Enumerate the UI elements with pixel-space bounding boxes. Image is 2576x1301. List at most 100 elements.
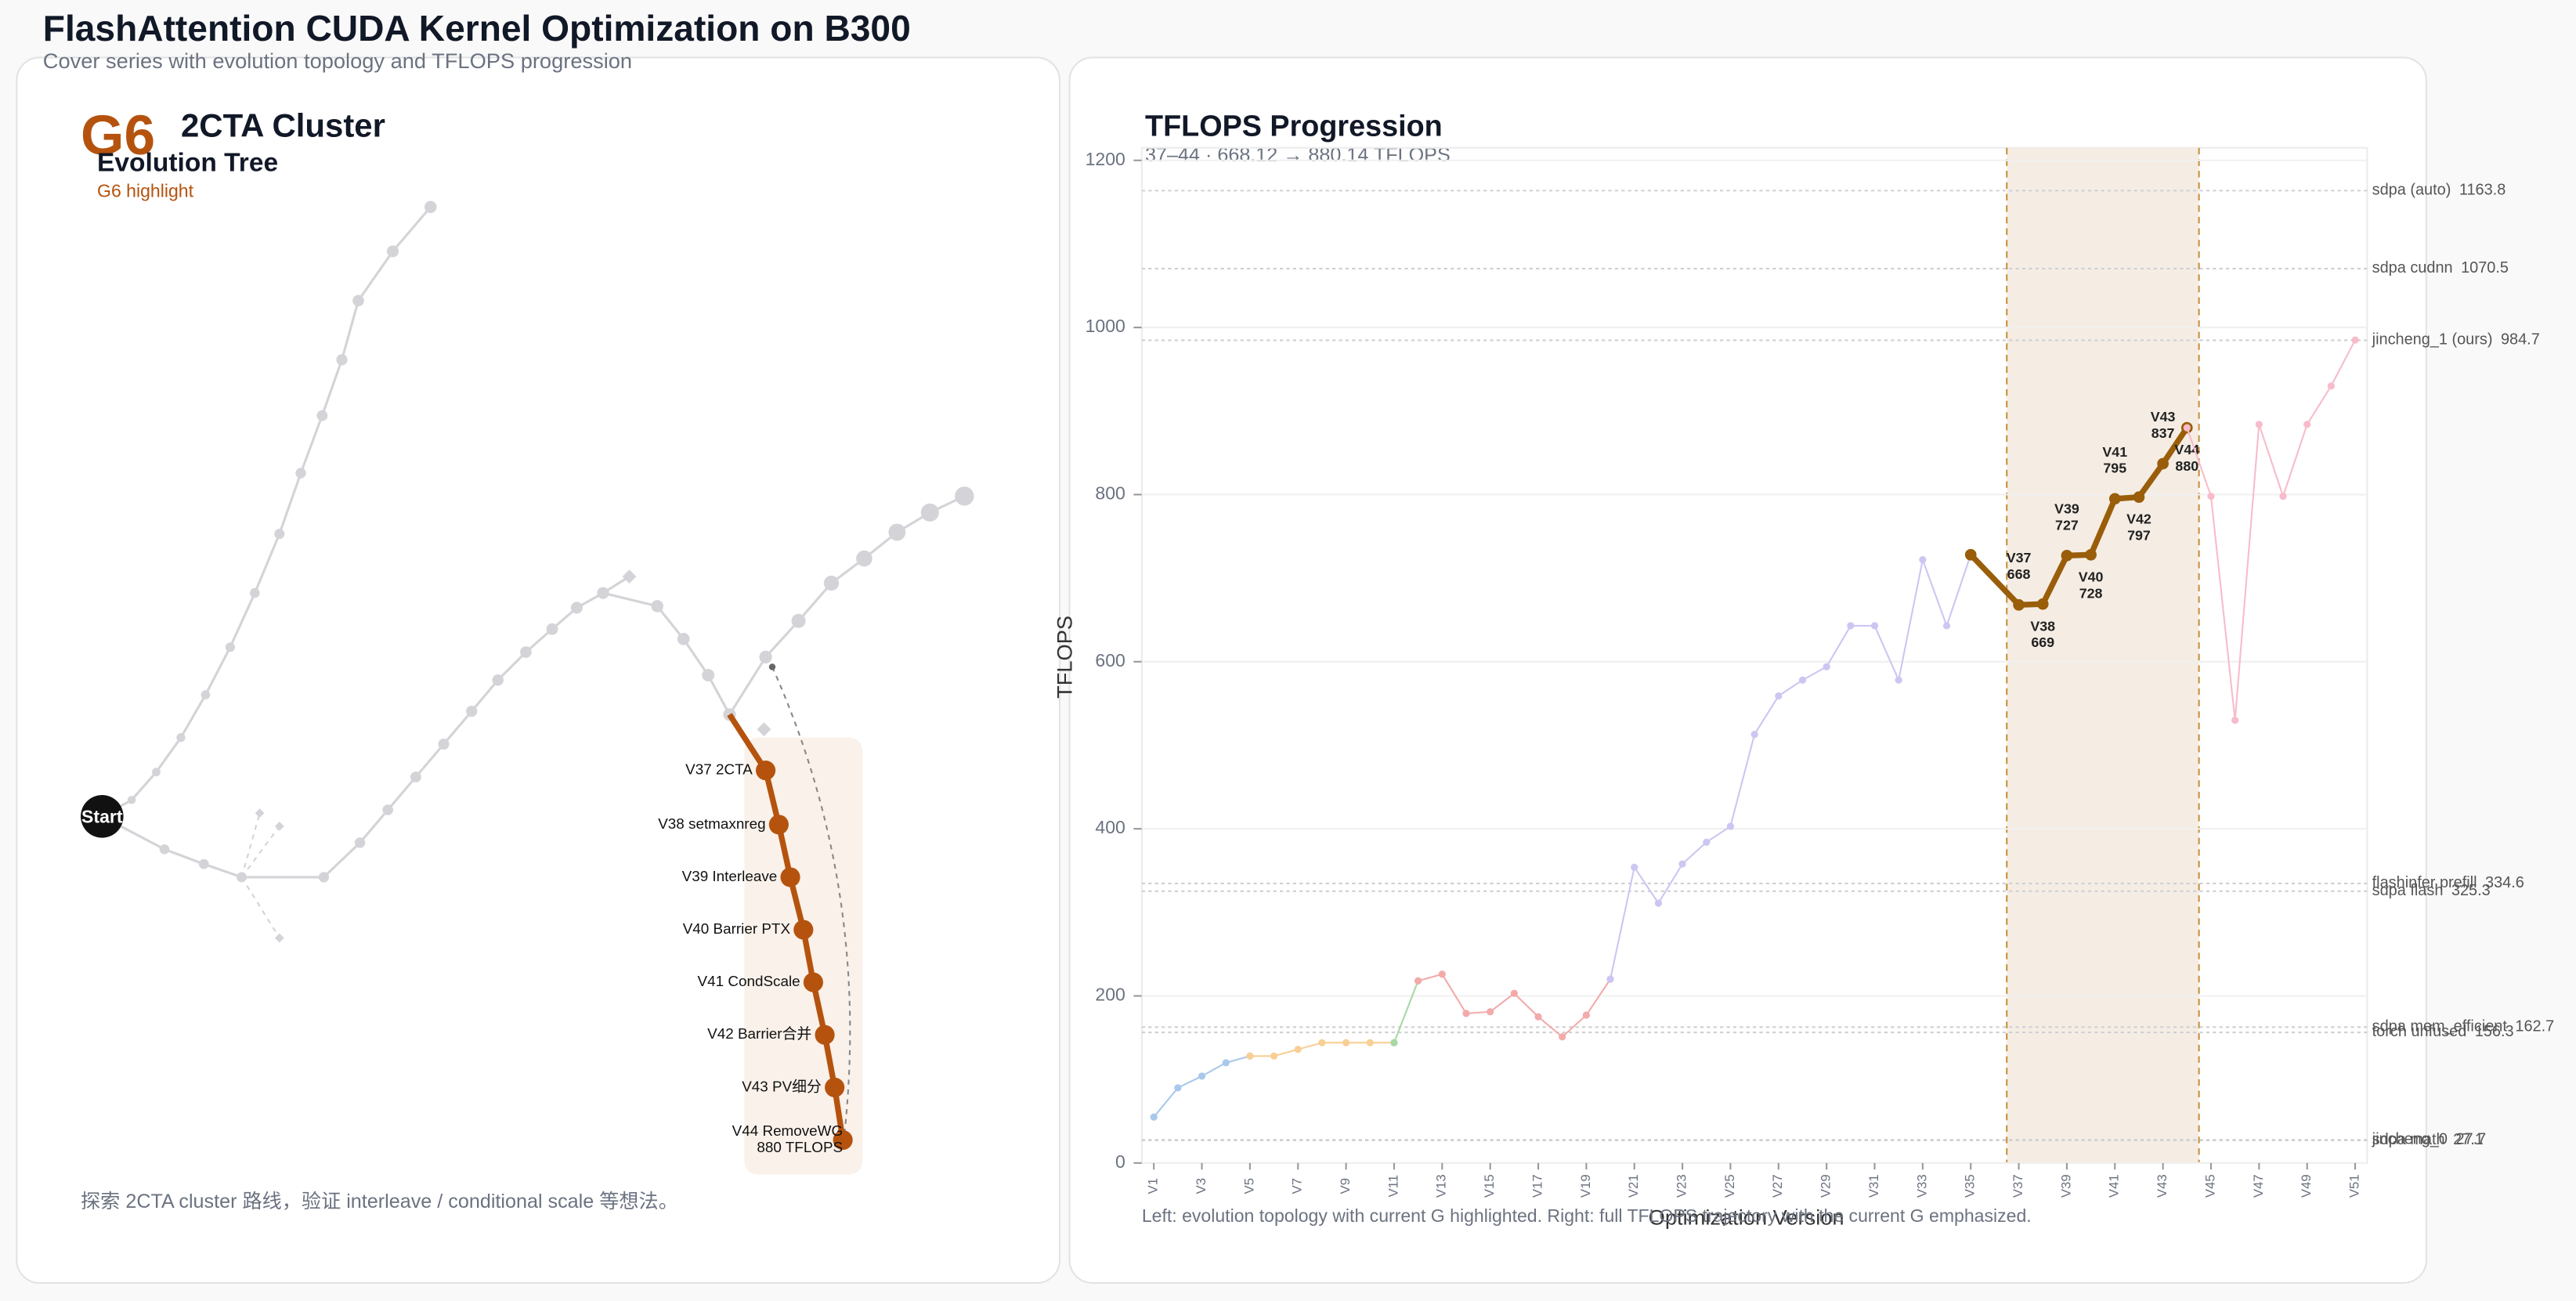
data-point: [2183, 424, 2191, 432]
node-label: V38 setmaxnreg: [658, 815, 765, 832]
arrow-head: [768, 663, 776, 670]
data-point: [1654, 899, 1663, 907]
data-point: [1366, 1039, 1374, 1046]
data-point: [1246, 1052, 1254, 1060]
point-value: 797: [2127, 528, 2151, 544]
reference-name: sdpa (auto): [2372, 182, 2451, 199]
y-axis-title: TFLOPS: [1053, 616, 1077, 699]
root-label: Start: [81, 807, 123, 827]
data-point: [2279, 492, 2287, 501]
tree-node: [424, 201, 437, 214]
tree-node: [888, 523, 906, 541]
tree-edge: [101, 494, 966, 879]
data-point: [1942, 622, 1951, 630]
reference-label: jincheng_0 27.7: [2372, 1131, 2487, 1148]
data-point: [1582, 1011, 1590, 1019]
data-point: [2303, 421, 2311, 428]
data-point: [1390, 1039, 1398, 1046]
tree-edge: [101, 206, 432, 818]
data-point: [1414, 977, 1422, 985]
tree-node: [316, 410, 328, 421]
tree-node: [237, 872, 247, 883]
data-point: [2036, 598, 2049, 610]
chart-footnote: Left: evolution topology with current G …: [1142, 1205, 2032, 1226]
data-point: [1438, 970, 1446, 978]
data-point: [1678, 860, 1686, 868]
tree-diamond: [274, 821, 284, 831]
y-tick-label: 600: [1095, 650, 1125, 670]
node-label: V40 Barrier PTX: [683, 920, 791, 937]
section-title: Evolution Tree: [97, 149, 278, 178]
node-label: V37 2CTA: [685, 761, 753, 778]
x-tick-label: V13: [1434, 1174, 1449, 1198]
tree-node: [520, 646, 532, 658]
y-tick-label: 400: [1095, 817, 1125, 837]
reference-label: sdpa math 27.1: [2372, 1131, 2484, 1148]
tree-node: [382, 804, 394, 815]
data-point: [2061, 549, 2073, 562]
section-tag: G6 highlight: [97, 180, 194, 201]
data-point: [1775, 692, 1783, 700]
tree-node: [225, 642, 235, 652]
data-point: [2231, 716, 2239, 725]
data-point: [1174, 1084, 1182, 1092]
x-tick-label: V17: [1530, 1174, 1545, 1198]
x-tick-label: V5: [1241, 1178, 1256, 1194]
x-tick-label: V31: [1866, 1174, 1881, 1198]
tree-node: [570, 602, 583, 614]
x-tick-label: V41: [2107, 1174, 2122, 1198]
reference-value: 156.3: [2475, 1023, 2514, 1040]
reference-value: 334.6: [2485, 874, 2524, 891]
tree-diamond: [255, 808, 265, 819]
tree-node: [410, 772, 421, 782]
dashed-edge: [240, 876, 280, 939]
point-label: V41: [2102, 444, 2127, 460]
data-point: [1534, 1013, 1542, 1021]
x-tick-label: V27: [1770, 1174, 1785, 1198]
point-value: 837: [2151, 425, 2175, 441]
tree-node: [250, 587, 260, 598]
tree-node: [677, 632, 690, 645]
reference-name: jincheng_1 (ours): [2372, 331, 2493, 349]
tree-node: [274, 529, 285, 540]
point-label: V42: [2126, 511, 2151, 527]
data-point: [1919, 556, 1927, 564]
tree-node: [336, 354, 348, 366]
data-point: [2157, 457, 2169, 470]
x-tick-label: V45: [2202, 1174, 2217, 1198]
x-tick-label: V23: [1675, 1174, 1689, 1198]
reference-name: torch unfused: [2372, 1023, 2467, 1040]
reference-name: sdpa mem_efficient: [2372, 1018, 2508, 1035]
data-point: [1606, 975, 1614, 983]
tree-node: [955, 486, 974, 506]
node-label: V44 RemoveWG: [732, 1122, 844, 1139]
highlight-band: [2007, 147, 2199, 1163]
dashed-edge: [240, 826, 280, 878]
node-label: V39 Interleave: [682, 868, 778, 884]
left-panel: [16, 56, 1061, 1284]
point-label: V39: [2054, 501, 2079, 516]
tree-node: [352, 295, 364, 307]
highlight-node: [833, 1129, 853, 1151]
dashed-edge: [240, 812, 261, 878]
node-label: V41 CondScale: [698, 973, 800, 989]
data-point: [1798, 676, 1807, 684]
x-tick-label: V49: [2299, 1174, 2314, 1198]
x-tick-label: V11: [1386, 1175, 1400, 1198]
data-point: [2255, 421, 2263, 428]
tree-node: [492, 674, 504, 686]
x-tick-label: V29: [1819, 1174, 1834, 1198]
x-axis-title: Optimization Version: [1649, 1205, 1844, 1229]
x-tick-label: V21: [1626, 1174, 1641, 1198]
data-point: [2013, 598, 2025, 611]
point-value: 795: [2103, 461, 2126, 476]
data-point: [1510, 989, 1518, 997]
tree-node: [295, 468, 306, 479]
reference-value: 27.1: [2453, 1131, 2484, 1148]
point-label: V43: [2151, 409, 2176, 425]
x-tick-label: V19: [1578, 1174, 1593, 1198]
y-tick-label: 1000: [1086, 316, 1125, 336]
data-point: [1895, 676, 1902, 684]
